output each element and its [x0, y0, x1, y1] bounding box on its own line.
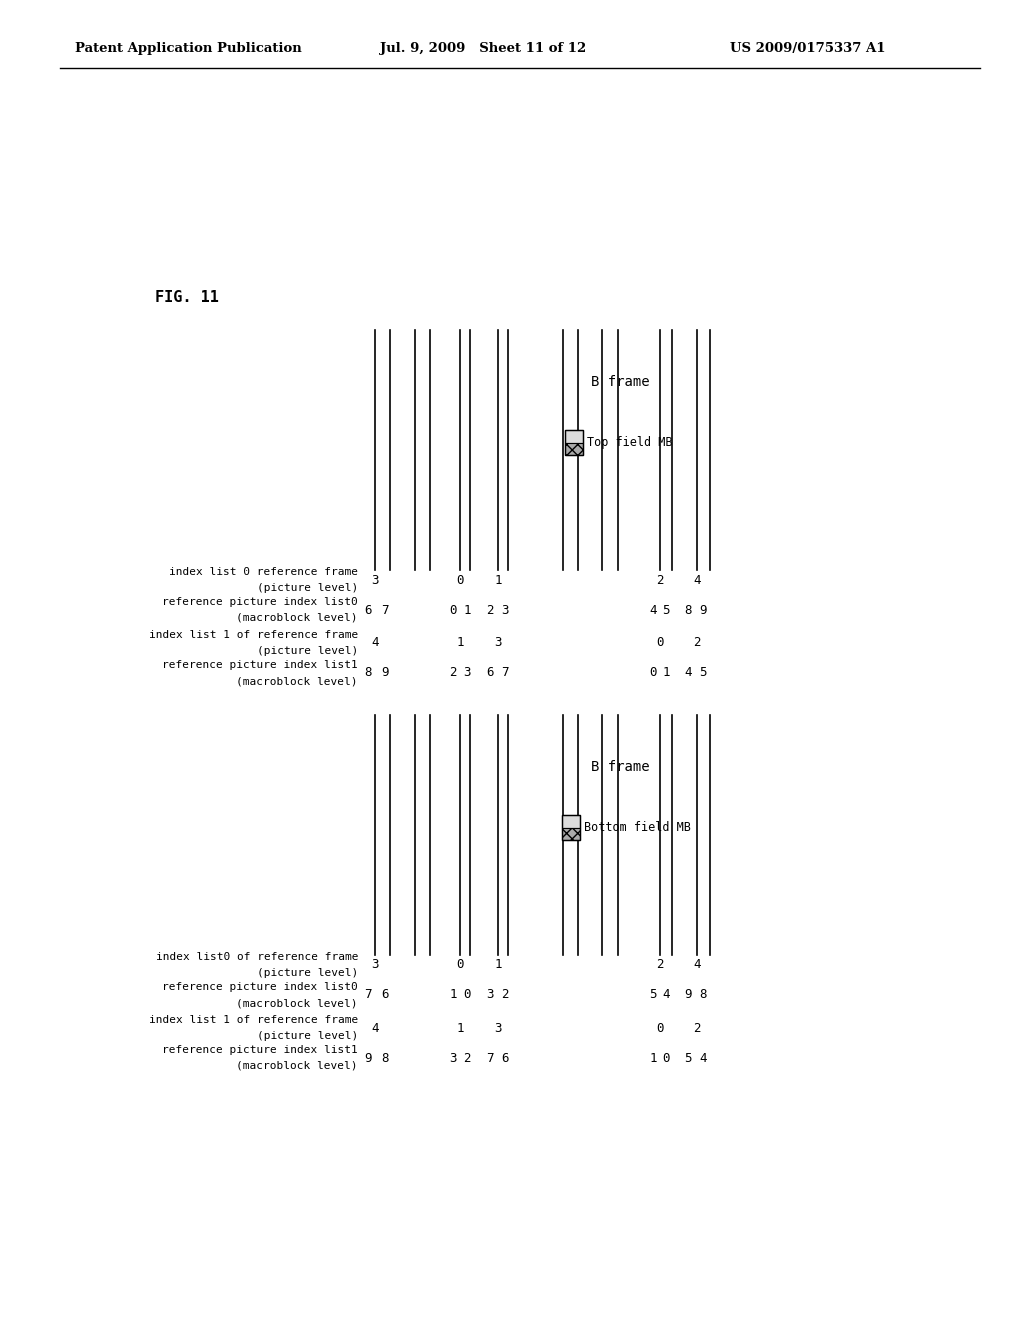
Text: 5: 5 [649, 989, 656, 1002]
Text: US 2009/0175337 A1: US 2009/0175337 A1 [730, 42, 886, 55]
Text: 1: 1 [495, 573, 502, 586]
Text: 5: 5 [663, 603, 670, 616]
Text: 7: 7 [381, 603, 389, 616]
Text: 4: 4 [693, 573, 700, 586]
Text: 0: 0 [463, 989, 471, 1002]
Text: 4: 4 [693, 958, 700, 972]
Text: 7: 7 [365, 989, 372, 1002]
Text: Bottom field MB: Bottom field MB [584, 821, 691, 834]
Text: 4: 4 [372, 636, 379, 649]
Text: 2: 2 [656, 573, 664, 586]
Text: (macroblock level): (macroblock level) [237, 612, 358, 623]
Text: reference picture index list0: reference picture index list0 [162, 982, 358, 993]
Text: 9: 9 [381, 667, 389, 680]
Bar [562, 814, 580, 828]
Text: 5: 5 [684, 1052, 692, 1064]
Text: 1: 1 [457, 1022, 464, 1035]
Text: 0: 0 [450, 603, 457, 616]
Text: 1: 1 [450, 989, 457, 1002]
Bar [562, 828, 580, 840]
Bar [562, 814, 580, 840]
Text: 0: 0 [663, 1052, 670, 1064]
Text: B frame: B frame [591, 760, 649, 774]
Text: 0: 0 [649, 667, 656, 680]
Text: 8: 8 [684, 603, 692, 616]
Text: Top field MB: Top field MB [587, 436, 673, 449]
Text: 3: 3 [495, 1022, 502, 1035]
Text: 3: 3 [495, 636, 502, 649]
Text: 8: 8 [699, 989, 707, 1002]
Text: 9: 9 [684, 989, 692, 1002]
Text: 4: 4 [699, 1052, 707, 1064]
Text: 3: 3 [486, 989, 494, 1002]
Text: 2: 2 [656, 958, 664, 972]
Text: 6: 6 [381, 989, 389, 1002]
Text: index list0 of reference frame: index list0 of reference frame [156, 952, 358, 962]
Text: Patent Application Publication: Patent Application Publication [75, 42, 302, 55]
Bar [565, 442, 583, 455]
Text: index list 1 of reference frame: index list 1 of reference frame [148, 630, 358, 640]
Text: (macroblock level): (macroblock level) [237, 1061, 358, 1071]
Text: 0: 0 [457, 958, 464, 972]
Text: (picture level): (picture level) [257, 645, 358, 656]
Text: Jul. 9, 2009   Sheet 11 of 12: Jul. 9, 2009 Sheet 11 of 12 [380, 42, 587, 55]
Text: 2: 2 [693, 636, 700, 649]
Text: 3: 3 [502, 603, 509, 616]
Text: 7: 7 [502, 667, 509, 680]
Text: 9: 9 [365, 1052, 372, 1064]
Text: 3: 3 [372, 958, 379, 972]
Text: (picture level): (picture level) [257, 583, 358, 593]
Text: 8: 8 [365, 667, 372, 680]
Text: B frame: B frame [591, 375, 649, 389]
Text: 0: 0 [656, 636, 664, 649]
Text: 1: 1 [495, 958, 502, 972]
Text: (picture level): (picture level) [257, 968, 358, 978]
Text: 1: 1 [649, 1052, 656, 1064]
Bar [565, 430, 583, 455]
Text: 2: 2 [693, 1022, 700, 1035]
Text: 1: 1 [663, 667, 670, 680]
Text: (macroblock level): (macroblock level) [237, 676, 358, 686]
Text: 6: 6 [502, 1052, 509, 1064]
Text: 0: 0 [656, 1022, 664, 1035]
Text: index list 0 reference frame: index list 0 reference frame [169, 568, 358, 577]
Text: 0: 0 [457, 573, 464, 586]
Text: reference picture index list1: reference picture index list1 [162, 660, 358, 671]
Text: 4: 4 [663, 989, 670, 1002]
Text: 6: 6 [365, 603, 372, 616]
Text: 3: 3 [463, 667, 471, 680]
Text: 1: 1 [463, 603, 471, 616]
Text: (macroblock level): (macroblock level) [237, 998, 358, 1008]
Text: 4: 4 [649, 603, 656, 616]
Text: 2: 2 [463, 1052, 471, 1064]
Bar [565, 430, 583, 442]
Text: reference picture index list1: reference picture index list1 [162, 1045, 358, 1055]
Text: 9: 9 [699, 603, 707, 616]
Text: FIG. 11: FIG. 11 [155, 290, 219, 305]
Text: 1: 1 [457, 636, 464, 649]
Text: 8: 8 [381, 1052, 389, 1064]
Text: 4: 4 [684, 667, 692, 680]
Text: 7: 7 [486, 1052, 494, 1064]
Text: reference picture index list0: reference picture index list0 [162, 597, 358, 607]
Text: 3: 3 [372, 573, 379, 586]
Text: 3: 3 [450, 1052, 457, 1064]
Text: 5: 5 [699, 667, 707, 680]
Text: index list 1 of reference frame: index list 1 of reference frame [148, 1015, 358, 1026]
Text: 4: 4 [372, 1022, 379, 1035]
Text: 2: 2 [502, 989, 509, 1002]
Text: 6: 6 [486, 667, 494, 680]
Text: (picture level): (picture level) [257, 1031, 358, 1041]
Text: 2: 2 [486, 603, 494, 616]
Text: 2: 2 [450, 667, 457, 680]
